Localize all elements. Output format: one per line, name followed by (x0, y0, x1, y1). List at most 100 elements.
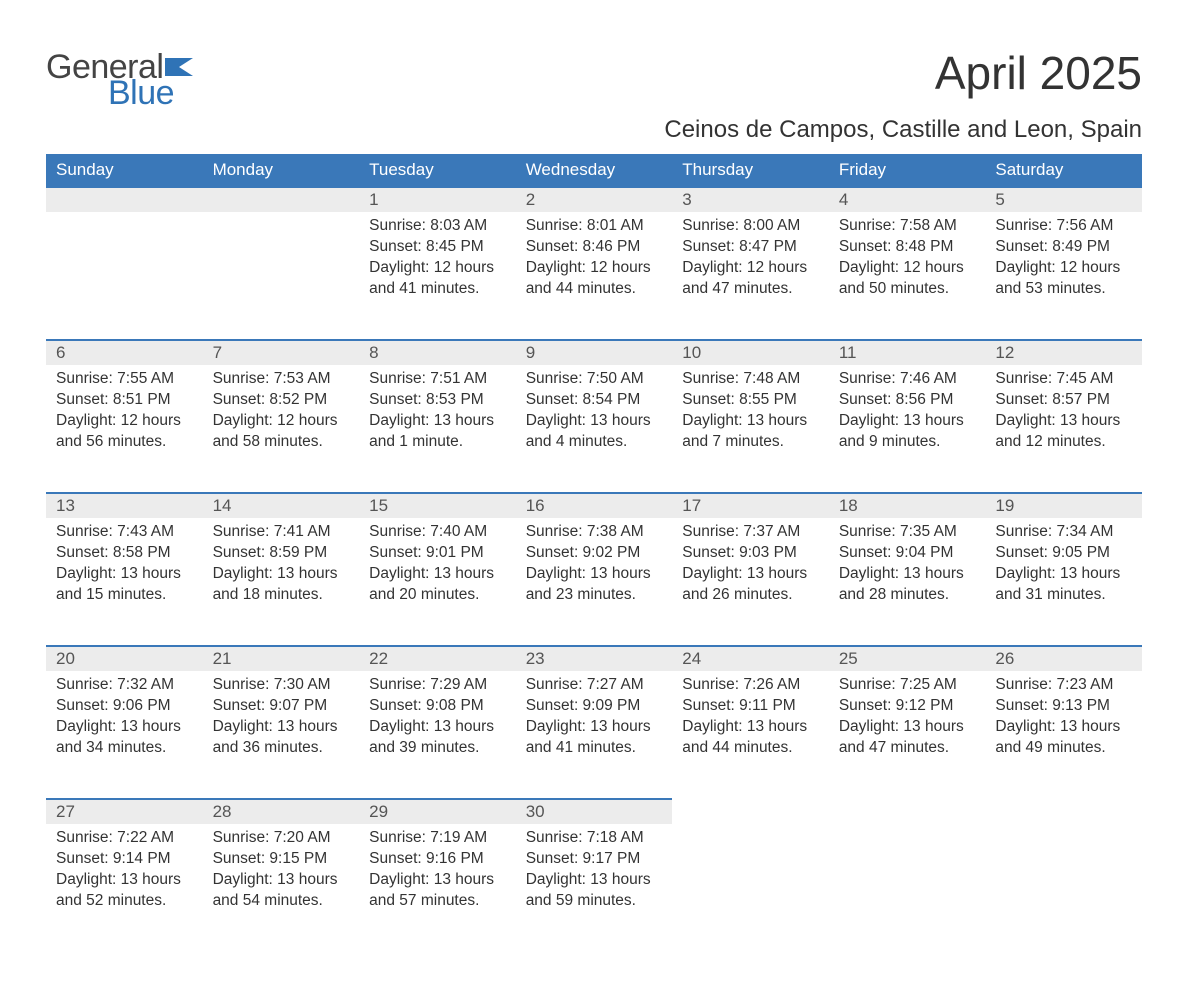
day-body-cell: Sunrise: 7:32 AMSunset: 9:06 PMDaylight:… (46, 671, 203, 799)
day-body-cell: Sunrise: 7:35 AMSunset: 9:04 PMDaylight:… (829, 518, 986, 646)
day-body-cell (672, 824, 829, 952)
day-sunrise: Sunrise: 7:22 AM (56, 828, 193, 849)
day-number: 8 (369, 343, 378, 362)
day-number: 10 (682, 343, 701, 362)
day-d1: Daylight: 13 hours (839, 717, 976, 738)
day-d1: Daylight: 13 hours (213, 564, 350, 585)
day-d2: and 15 minutes. (56, 585, 193, 606)
day-number: 11 (839, 343, 857, 362)
day-body-cell: Sunrise: 7:30 AMSunset: 9:07 PMDaylight:… (203, 671, 360, 799)
day-d1: Daylight: 13 hours (369, 717, 506, 738)
day-sunset: Sunset: 9:03 PM (682, 543, 819, 564)
day-number: 5 (995, 190, 1004, 209)
calendar-table: Sunday Monday Tuesday Wednesday Thursday… (46, 154, 1142, 952)
weekday-header: Monday (203, 154, 360, 187)
day-sunset: Sunset: 8:54 PM (526, 390, 663, 411)
calendar-body: 12345Sunrise: 8:03 AMSunset: 8:45 PMDayl… (46, 187, 1142, 952)
day-d2: and 26 minutes. (682, 585, 819, 606)
day-number: 3 (682, 190, 691, 209)
day-number: 4 (839, 190, 848, 209)
day-sunrise: Sunrise: 7:56 AM (995, 216, 1132, 237)
day-body-row: Sunrise: 7:43 AMSunset: 8:58 PMDaylight:… (46, 518, 1142, 646)
day-d2: and 23 minutes. (526, 585, 663, 606)
day-sunrise: Sunrise: 8:03 AM (369, 216, 506, 237)
day-d1: Daylight: 12 hours (839, 258, 976, 279)
day-sunrise: Sunrise: 8:00 AM (682, 216, 819, 237)
day-number-cell: 9 (516, 340, 673, 365)
day-d2: and 39 minutes. (369, 738, 506, 759)
day-sunset: Sunset: 8:55 PM (682, 390, 819, 411)
day-number-cell: 7 (203, 340, 360, 365)
day-number-cell (672, 799, 829, 824)
day-sunset: Sunset: 8:59 PM (213, 543, 350, 564)
day-body-row: Sunrise: 7:32 AMSunset: 9:06 PM Daylight:… (46, 671, 1142, 799)
weekday-header: Thursday (672, 154, 829, 187)
day-sunrise: Sunrise: 7:53 AM (213, 369, 350, 390)
day-d2: and 34 minutes. (56, 738, 193, 759)
day-body-row: Sunrise: 8:03 AMSunset: 8:45 PMDaylight:… (46, 212, 1142, 340)
day-sunset: Sunset: 9:06 PM (56, 696, 193, 717)
day-body-cell: Sunrise: 7:19 AMSunset: 9:16 PMDaylight:… (359, 824, 516, 952)
day-sunrise: Sunrise: 7:37 AM (682, 522, 819, 543)
day-body-cell: Sunrise: 7:18 AMSunset: 9:17 PMDaylight:… (516, 824, 673, 952)
day-sunset: Sunset: 8:48 PM (839, 237, 976, 258)
day-d2: and 54 minutes. (213, 891, 350, 912)
day-sunrise: Sunrise: 7:23 AM (995, 675, 1132, 696)
weekday-header: Wednesday (516, 154, 673, 187)
day-d2: and 57 minutes. (369, 891, 506, 912)
day-number-cell: 2 (516, 187, 673, 212)
day-number: 19 (995, 496, 1014, 515)
day-number: 29 (369, 802, 388, 821)
day-body-cell: Sunrise: 7:55 AMSunset: 8:51 PMDaylight:… (46, 365, 203, 493)
day-body-cell (203, 212, 360, 340)
day-sunrise: Sunrise: 7:27 AM (526, 675, 663, 696)
logo-text-blue: Blue (108, 76, 199, 110)
day-body-cell: Sunrise: 7:26 AMSunset: 9:11 PMDaylight:… (672, 671, 829, 799)
day-number: 13 (56, 496, 75, 515)
weekday-header: Saturday (985, 154, 1142, 187)
day-body-cell (829, 824, 986, 952)
location-subtitle: Ceinos de Campos, Castille and Leon, Spa… (46, 116, 1142, 144)
day-sunrise: Sunrise: 7:25 AM (839, 675, 976, 696)
day-body-cell: Sunrise: 7:51 AMSunset: 8:53 PMDaylight:… (359, 365, 516, 493)
day-sunrise: Sunrise: 7:32 AM (56, 675, 193, 696)
day-d2: and 1 minute. (369, 432, 506, 453)
day-number: 6 (56, 343, 65, 362)
day-number-cell: 1 (359, 187, 516, 212)
day-number-cell: 8 (359, 340, 516, 365)
day-d1: Daylight: 12 hours (995, 258, 1132, 279)
day-number-cell: 24 (672, 646, 829, 671)
day-sunrise: Sunrise: 7:26 AM (682, 675, 819, 696)
day-body-cell (46, 212, 203, 340)
day-number-cell: 27 (46, 799, 203, 824)
day-d1: Daylight: 13 hours (526, 411, 663, 432)
day-sunset: Sunset: 9:17 PM (526, 849, 663, 870)
day-number-cell: 28 (203, 799, 360, 824)
day-number-cell: 23 (516, 646, 673, 671)
day-number-cell: 15 (359, 493, 516, 518)
day-sunrise: Sunrise: 7:18 AM (526, 828, 663, 849)
day-number: 16 (526, 496, 545, 515)
day-sunset: Sunset: 9:09 PM (526, 696, 663, 717)
day-d1: Daylight: 13 hours (682, 717, 819, 738)
weekday-header-row: Sunday Monday Tuesday Wednesday Thursday… (46, 154, 1142, 187)
day-number-cell: 29 (359, 799, 516, 824)
day-body-cell: Sunrise: 7:27 AMSunset: 9:09 PMDaylight:… (516, 671, 673, 799)
weekday-header: Tuesday (359, 154, 516, 187)
day-sunrise: Sunrise: 7:43 AM (56, 522, 193, 543)
day-sunset: Sunset: 9:04 PM (839, 543, 976, 564)
day-body-cell: Sunrise: 7:38 AMSunset: 9:02 PMDaylight:… (516, 518, 673, 646)
weekday-header: Friday (829, 154, 986, 187)
day-sunset: Sunset: 8:46 PM (526, 237, 663, 258)
day-sunset: Sunset: 9:05 PM (995, 543, 1132, 564)
day-d1: Daylight: 13 hours (526, 717, 663, 738)
day-d1: Daylight: 13 hours (56, 564, 193, 585)
day-body-cell: Sunrise: 7:53 AMSunset: 8:52 PMDaylight:… (203, 365, 360, 493)
day-number-cell: 22 (359, 646, 516, 671)
day-number-cell: 18 (829, 493, 986, 518)
day-d1: Daylight: 13 hours (839, 564, 976, 585)
day-body-cell: Sunrise: 7:25 AMSunset: 9:12 PMDaylight:… (829, 671, 986, 799)
day-number: 7 (213, 343, 222, 362)
day-sunrise: Sunrise: 7:40 AM (369, 522, 506, 543)
day-number: 14 (213, 496, 232, 515)
